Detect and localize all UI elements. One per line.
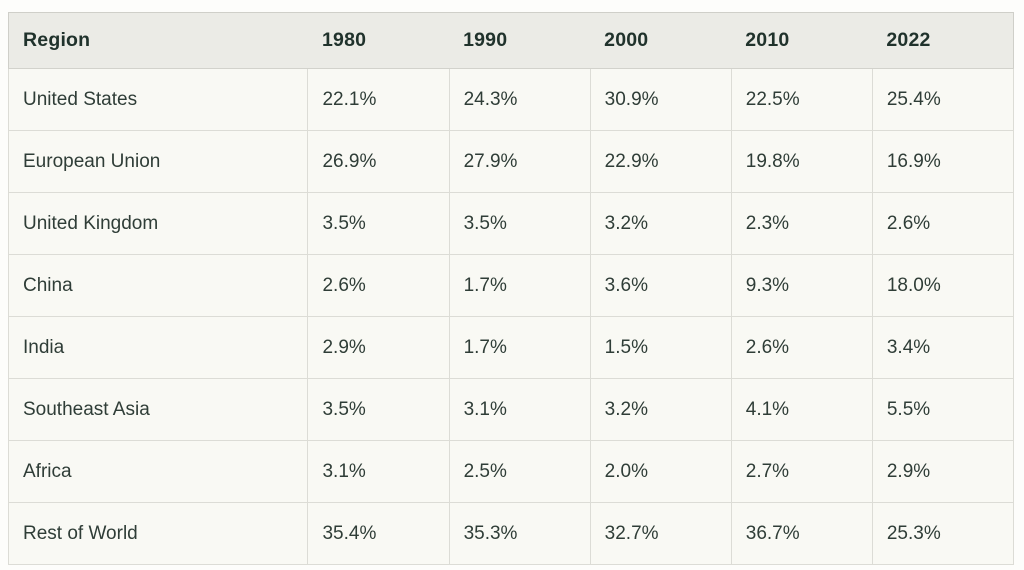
value-cell: 35.3%: [448, 502, 591, 565]
value-cell: 36.7%: [730, 502, 873, 565]
table-row: United Kingdom 3.5% 3.5% 3.2% 2.3% 2.6%: [7, 192, 1015, 255]
table-row: China 2.6% 1.7% 3.6% 9.3% 18.0%: [7, 254, 1015, 317]
value-cell: 2.9%: [307, 316, 450, 379]
column-header-year-2010: 2010: [731, 12, 873, 69]
value-cell: 2.7%: [730, 440, 873, 503]
value-cell: 16.9%: [871, 130, 1015, 193]
value-cell: 2.9%: [871, 440, 1015, 503]
table-row: Southeast Asia 3.5% 3.1% 3.2% 4.1% 5.5%: [7, 378, 1015, 441]
value-cell: 2.3%: [730, 192, 873, 255]
value-cell: 3.1%: [307, 440, 450, 503]
value-cell: 2.0%: [589, 440, 732, 503]
column-header-year-2022: 2022: [872, 12, 1014, 69]
value-cell: 25.4%: [871, 68, 1015, 131]
value-cell: 30.9%: [589, 68, 732, 131]
value-cell: 3.5%: [307, 378, 450, 441]
region-cell: Africa: [7, 440, 309, 503]
column-header-year-1990: 1990: [449, 12, 591, 69]
table-row: Africa 3.1% 2.5% 2.0% 2.7% 2.9%: [7, 440, 1015, 503]
value-cell: 22.1%: [307, 68, 450, 131]
header-row: Region 1980 1990 2000 2010 2022: [8, 12, 1014, 69]
region-cell: India: [7, 316, 309, 379]
value-cell: 1.7%: [448, 316, 591, 379]
region-cell: Southeast Asia: [7, 378, 309, 441]
value-cell: 3.5%: [307, 192, 450, 255]
region-share-table: Region 1980 1990 2000 2010 2022 United States…: [7, 12, 1015, 565]
region-cell: Rest of World: [7, 502, 309, 565]
value-cell: 18.0%: [871, 254, 1015, 317]
value-cell: 5.5%: [871, 378, 1015, 441]
value-cell: 3.5%: [448, 192, 591, 255]
value-cell: 35.4%: [307, 502, 450, 565]
value-cell: 32.7%: [589, 502, 732, 565]
column-header-year-1980: 1980: [307, 12, 450, 69]
value-cell: 1.5%: [589, 316, 732, 379]
region-cell: United States: [7, 68, 309, 131]
value-cell: 22.5%: [730, 68, 873, 131]
value-cell: 1.7%: [448, 254, 591, 317]
value-cell: 22.9%: [589, 130, 732, 193]
value-cell: 24.3%: [448, 68, 591, 131]
value-cell: 3.2%: [589, 378, 732, 441]
value-cell: 2.6%: [730, 316, 873, 379]
value-cell: 27.9%: [448, 130, 591, 193]
value-cell: 4.1%: [730, 378, 873, 441]
value-cell: 2.6%: [871, 192, 1015, 255]
table-row: India 2.9% 1.7% 1.5% 2.6% 3.4%: [7, 316, 1015, 379]
value-cell: 3.4%: [871, 316, 1015, 379]
column-header-year-2000: 2000: [590, 12, 732, 69]
region-cell: United Kingdom: [7, 192, 309, 255]
table-row: European Union 26.9% 27.9% 22.9% 19.8% 16.9%: [7, 130, 1015, 193]
value-cell: 25.3%: [871, 502, 1015, 565]
value-cell: 2.6%: [307, 254, 450, 317]
value-cell: 9.3%: [730, 254, 873, 317]
table-body: United States 22.1% 24.3% 30.9% 22.5% 25.4% Eu…: [7, 68, 1015, 565]
value-cell: 19.8%: [730, 130, 873, 193]
region-cell: European Union: [7, 130, 309, 193]
table-row: United States 22.1% 24.3% 30.9% 22.5% 25.4%: [7, 68, 1015, 131]
value-cell: 26.9%: [307, 130, 450, 193]
column-header-region: Region: [8, 12, 308, 69]
value-cell: 2.5%: [448, 440, 591, 503]
table-header: Region 1980 1990 2000 2010 2022: [8, 12, 1014, 69]
value-cell: 3.1%: [448, 378, 591, 441]
value-cell: 3.6%: [589, 254, 732, 317]
value-cell: 3.2%: [589, 192, 732, 255]
region-cell: China: [7, 254, 309, 317]
table-row: Rest of World 35.4% 35.3% 32.7% 36.7% 25.3%: [7, 502, 1015, 565]
